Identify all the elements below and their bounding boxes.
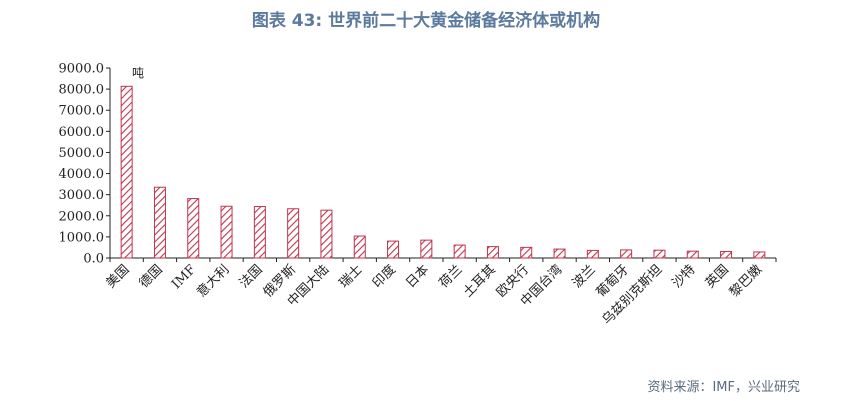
bar xyxy=(653,249,666,259)
x-tick-label: 土耳其 xyxy=(461,262,499,300)
y-tick-label: 8000.0 xyxy=(59,83,105,98)
x-tick-label: 日本 xyxy=(403,262,432,291)
x-tick-label: 沙特 xyxy=(670,262,699,291)
y-tick-label: 5000.0 xyxy=(59,146,105,161)
chart-title: 图表 43: 世界前二十大黄金储备经济体或机构 xyxy=(251,11,601,31)
bar xyxy=(187,198,200,259)
x-tick-label: 黎巴嫩 xyxy=(727,262,765,300)
bar xyxy=(520,246,533,259)
x-tick-label: 美国 xyxy=(103,262,132,291)
bar xyxy=(387,240,400,259)
source-note: 资料来源：IMF，兴业研究 xyxy=(647,380,800,395)
y-tick-label: 0.0 xyxy=(83,252,104,267)
bar xyxy=(586,249,599,259)
y-tick-label: 3000.0 xyxy=(59,188,105,203)
x-tick-label: 德国 xyxy=(137,262,166,291)
y-tick-label: 1000.0 xyxy=(59,230,105,245)
bar xyxy=(420,239,433,259)
bar xyxy=(686,250,699,259)
x-tick-label: 印度 xyxy=(369,262,399,292)
bar xyxy=(720,250,733,259)
bar xyxy=(453,244,466,259)
bar xyxy=(620,249,633,259)
x-tick-label: 波兰 xyxy=(570,262,599,291)
bar xyxy=(287,208,300,259)
bar xyxy=(153,186,166,259)
x-tick-label: 英国 xyxy=(703,262,732,291)
bar xyxy=(553,248,566,259)
x-tick-label: 瑞士 xyxy=(337,262,366,291)
bar xyxy=(120,85,133,259)
y-tick-label: 9000.0 xyxy=(59,62,105,77)
bar xyxy=(253,206,266,259)
y-tick-label: 4000.0 xyxy=(59,167,105,182)
bar xyxy=(486,246,499,259)
y-tick-label: 2000.0 xyxy=(59,209,105,224)
x-tick-label: 意大利 xyxy=(193,262,232,301)
bar xyxy=(320,209,333,259)
unit-label: 吨 xyxy=(132,66,144,80)
x-tick-label: 荷兰 xyxy=(436,262,465,291)
y-tick-label: 7000.0 xyxy=(59,104,105,119)
bar xyxy=(220,205,233,259)
bar xyxy=(353,235,366,259)
y-tick-label: 6000.0 xyxy=(59,125,105,140)
bar xyxy=(753,251,766,259)
x-tick-label: 法国 xyxy=(237,262,266,291)
x-tick-label: IMF xyxy=(169,262,199,292)
